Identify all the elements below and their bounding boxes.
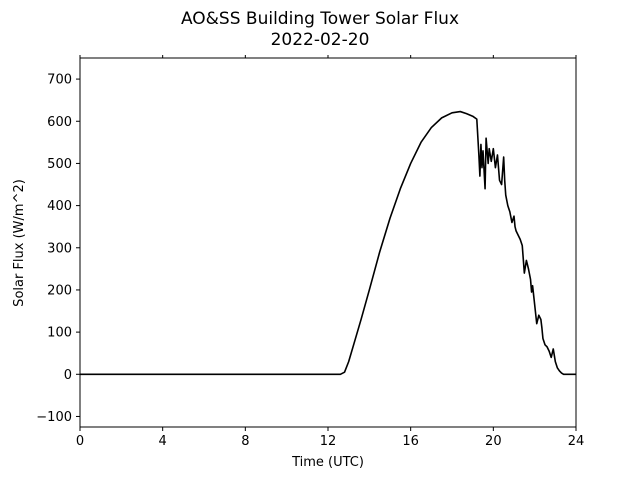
plot-frame: [79, 57, 577, 428]
x-tick-label: 20: [485, 434, 502, 449]
x-tick-label: 8: [241, 434, 249, 449]
x-axis-label: Time (UTC): [291, 455, 364, 470]
x-tick-label: 16: [402, 434, 419, 449]
y-tick-label: 300: [47, 241, 72, 256]
plot-area: [80, 110, 576, 376]
y-tick-label: 500: [47, 157, 72, 172]
y-axis-label: Solar Flux (W/m^2): [12, 179, 27, 307]
y-axis: −100 0 100 200 300 400 500 600 700: [36, 73, 80, 425]
chart-title: AO&SS Building Tower Solar Flux: [181, 9, 459, 29]
y-tick-label: 700: [47, 73, 72, 88]
y-tick-label: 0: [64, 368, 72, 383]
y-tick-label: 600: [47, 115, 72, 130]
series-line-0: [80, 110, 576, 376]
x-tick-label: 12: [320, 434, 337, 449]
x-tick-label: 24: [568, 434, 585, 449]
x-tick-label: 0: [76, 434, 84, 449]
y-tick-label: 400: [47, 199, 72, 214]
x-axis: 0 4 8 12 16 20 24: [76, 55, 584, 449]
x-tick-label: 4: [159, 434, 167, 449]
chart-subtitle: 2022-02-20: [271, 30, 370, 50]
y-tick-label: 100: [47, 326, 72, 341]
y-tick-label: −100: [36, 410, 72, 425]
y-tick-label: 200: [47, 283, 72, 298]
